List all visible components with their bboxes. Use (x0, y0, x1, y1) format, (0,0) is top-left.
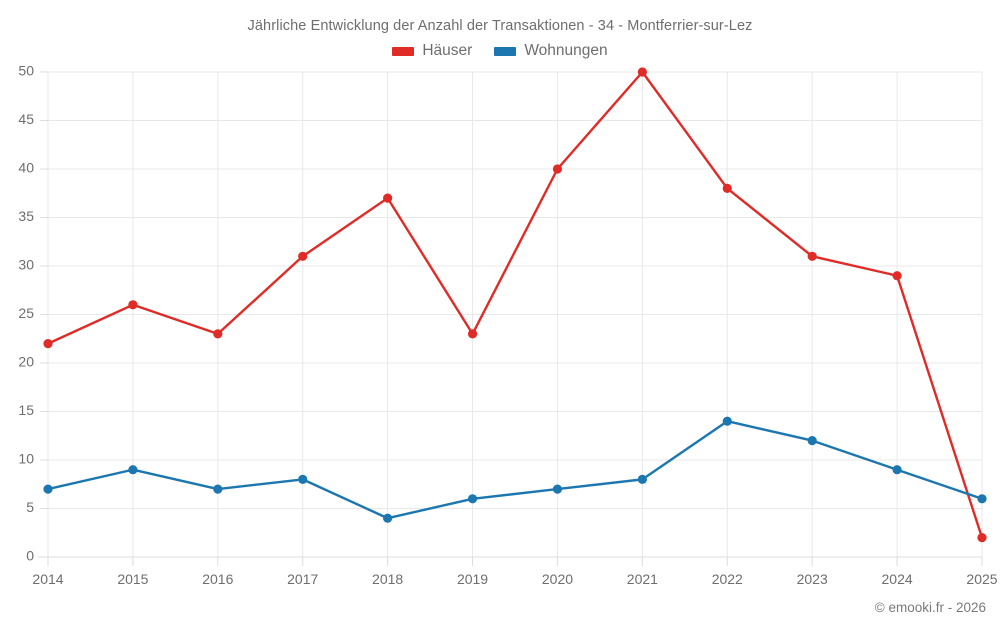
y-axis-tick-label: 5 (26, 499, 34, 515)
y-axis-tick-label: 25 (18, 305, 34, 321)
data-point-marker[interactable] (892, 271, 902, 281)
y-axis-tick-label: 0 (26, 548, 34, 564)
y-axis-tick-label: 40 (18, 160, 34, 176)
data-point-marker[interactable] (43, 484, 53, 494)
data-point-marker[interactable] (128, 465, 138, 475)
legend-swatch-icon (494, 46, 517, 56)
data-point-marker[interactable] (298, 474, 308, 484)
chart-legend: Häuser Wohnungen (0, 42, 1000, 60)
data-point-marker[interactable] (383, 193, 393, 203)
data-point-marker[interactable] (43, 339, 53, 349)
x-axis-ticks: 2014 2015 2016 2017 2018 2019 2020 2021 2022 2023… (32, 571, 997, 587)
legend-swatch-icon (392, 46, 415, 56)
data-point-marker[interactable] (552, 484, 563, 494)
legend-item-hauser[interactable]: Häuser (392, 42, 472, 60)
data-point-marker[interactable] (977, 494, 987, 504)
x-axis-tick-label: 2025 (966, 571, 997, 587)
x-axis-tick-label: 2017 (287, 571, 318, 587)
chart-title: Jährliche Entwicklung der Anzahl der Tra… (247, 18, 753, 34)
y-axis-tick-label: 50 (18, 63, 34, 79)
footer-credit: © emooki.fr - 2026 (874, 600, 986, 615)
x-axis-tick-label: 2024 (882, 571, 913, 587)
y-axis-tick-label: 45 (18, 111, 34, 127)
y-axis-tick-label: 35 (18, 208, 34, 224)
x-axis-tick-label: 2022 (712, 571, 743, 587)
x-axis-tick-label: 2016 (202, 571, 233, 587)
data-point-marker[interactable] (213, 484, 223, 494)
data-point-marker[interactable] (637, 474, 647, 484)
y-axis-tick-label: 10 (18, 451, 34, 467)
x-axis-tick-label: 2018 (372, 571, 403, 587)
data-point-marker[interactable] (298, 251, 308, 261)
x-axis-tick-label: 2015 (117, 571, 148, 587)
data-point-marker[interactable] (383, 513, 393, 523)
data-point-marker[interactable] (128, 300, 138, 310)
data-point-marker[interactable] (722, 416, 732, 426)
data-point-marker[interactable] (467, 329, 478, 339)
series-line-hauser (46, 70, 984, 539)
data-series-layer (43, 67, 987, 543)
data-point-marker[interactable] (637, 67, 647, 77)
y-axis-tick-label: 20 (18, 354, 34, 370)
x-axis-tick-label: 2023 (797, 571, 828, 587)
data-point-marker[interactable] (807, 251, 817, 261)
legend-label: Häuser (422, 42, 473, 59)
y-axis-tick-label: 15 (18, 402, 34, 418)
y-axis-tick-label: 30 (18, 257, 34, 273)
x-axis-tick-label: 2020 (542, 571, 573, 587)
data-point-marker[interactable] (467, 494, 478, 504)
series-line-wohnungen (46, 420, 984, 520)
legend-label: Wohnungen (524, 42, 608, 59)
x-axis-tick-label: 2019 (457, 571, 488, 587)
data-point-marker[interactable] (892, 465, 902, 475)
legend-item-wohnungen[interactable]: Wohnungen (494, 42, 608, 60)
data-point-marker[interactable] (552, 164, 563, 174)
x-axis-tick-label: 2014 (32, 571, 63, 587)
data-point-marker[interactable] (977, 533, 987, 543)
data-point-marker[interactable] (722, 183, 732, 193)
y-axis-ticks: 0 5 10 15 20 25 30 35 40 45 50 (18, 63, 48, 564)
data-point-marker[interactable] (807, 436, 817, 446)
data-point-marker[interactable] (213, 329, 223, 339)
grid-lines (47, 71, 983, 558)
x-axis-tick-label: 2021 (627, 571, 658, 587)
axis-lines (38, 556, 983, 566)
